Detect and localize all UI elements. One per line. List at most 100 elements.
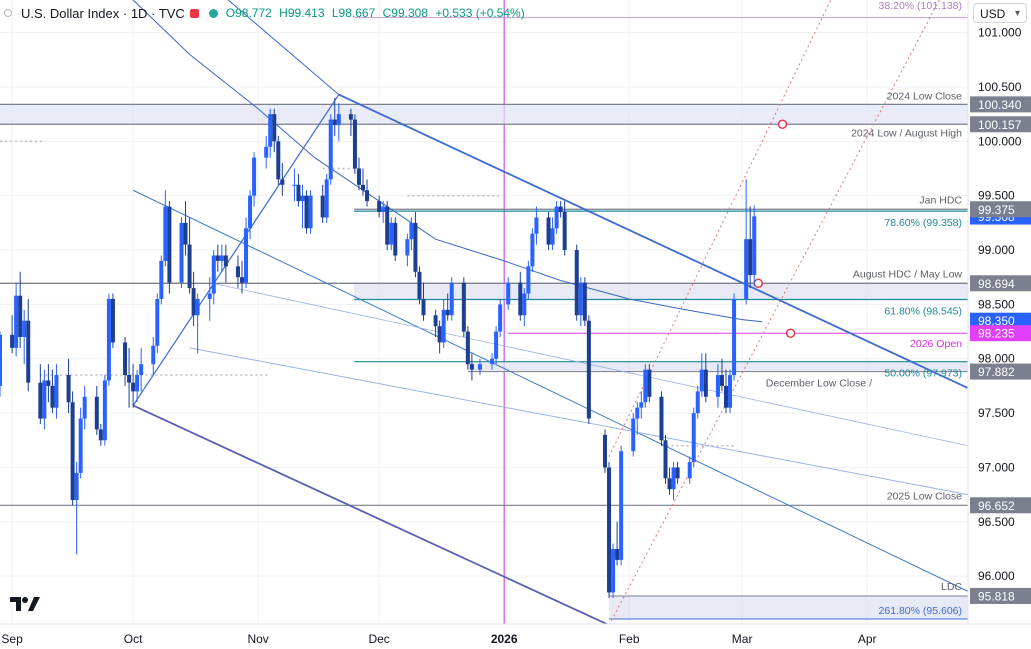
candle-body: [187, 244, 192, 289]
candle-body: [123, 342, 128, 376]
candle-body: [635, 407, 640, 419]
low-value: L98.667: [331, 6, 376, 20]
candle-body: [159, 260, 164, 299]
candle-body: [98, 429, 103, 441]
candle-body: [106, 298, 111, 381]
axis-badge-2025-low-close-bg: [970, 497, 1031, 514]
label-2024-low-august-high: 2024 Low / August High: [851, 127, 962, 139]
axis-badge-2024-low-close: 100.340: [978, 98, 1022, 112]
candle-body: [578, 282, 583, 316]
x-tick-label: Apr: [858, 632, 877, 646]
tradingview-logo-icon[interactable]: [8, 594, 42, 614]
candle-body: [139, 364, 144, 376]
candle-body: [276, 141, 281, 180]
candle-body: [179, 222, 184, 283]
axis-badge-august-hdc-bg: [970, 275, 1031, 292]
candle-body: [752, 216, 757, 276]
candle-body: [268, 114, 273, 147]
pitchfork-median: [132, 189, 969, 592]
currency-button[interactable]: USD ▾: [973, 3, 1027, 23]
candle-body: [445, 309, 450, 316]
price-marker-circle: [753, 278, 764, 289]
candle-body: [619, 451, 624, 560]
candle-body: [550, 228, 555, 245]
axis-badge-ldc: 95.818: [978, 589, 1015, 603]
candle-body: [703, 369, 708, 397]
candle-body: [465, 331, 470, 365]
candle-body: [66, 375, 71, 403]
candle-body: [22, 320, 27, 338]
label-2024-low-close: 2024 Low Close: [887, 90, 962, 102]
chevron-down-icon: ▾: [1014, 8, 1020, 19]
candle-body: [191, 288, 196, 316]
candle-body: [461, 282, 466, 332]
y-tick-label: 97.000: [978, 460, 1015, 474]
candle-body: [586, 320, 591, 419]
y-tick-label: 101.000: [978, 26, 1022, 40]
candle-body: [554, 206, 559, 229]
axis-badge-2024-low-bg: [970, 116, 1031, 133]
slope-line-1: [608, 0, 940, 626]
candle-body: [50, 385, 55, 408]
candle-body: [687, 462, 692, 479]
candle-body: [195, 298, 200, 316]
candle-body: [324, 179, 329, 218]
candle-body: [724, 385, 728, 408]
candle-body: [522, 293, 527, 316]
candle-body: [348, 114, 353, 120]
candle-body: [74, 472, 79, 501]
axis-badge-ldc-bg: [970, 587, 1031, 604]
candle-body: [699, 369, 704, 392]
candle-body: [675, 467, 680, 479]
label-jan-hdc: Jan HDC: [919, 194, 962, 206]
x-tick-label: Nov: [247, 632, 268, 646]
label-fib-38: 38.20% (101.138): [879, 0, 962, 12]
candle-body: [498, 304, 503, 332]
channel-lower: [132, 404, 610, 626]
candle-body: [639, 402, 644, 408]
candle-body: [280, 179, 285, 185]
candle-body: [631, 418, 636, 452]
candle-body: [506, 282, 511, 305]
axis-badge-december-low-bg: [970, 363, 1031, 380]
slope-line-2: [608, 0, 832, 457]
candle-body: [252, 157, 257, 196]
chart-header: U.S. Dollar Index · 1D · TVC O98.772 H99…: [0, 0, 529, 26]
candle-body: [417, 271, 422, 299]
candle-body: [296, 184, 301, 202]
candle-body: [127, 375, 132, 383]
candle-body: [748, 239, 753, 276]
candle-body: [365, 190, 370, 202]
candle-body: [54, 375, 59, 408]
open-value: O98.772: [225, 6, 272, 20]
candle-body: [219, 255, 224, 261]
candle-body: [611, 548, 616, 593]
y-tick-label: 100.000: [978, 134, 1022, 148]
y-tick-label: 99.500: [978, 189, 1015, 203]
candle-body: [300, 195, 305, 202]
candle-body: [385, 206, 390, 245]
close-value: C99.308: [382, 6, 428, 20]
x-tick-label: Feb: [619, 632, 640, 646]
candle-body: [211, 255, 216, 294]
collapse-icon[interactable]: [4, 9, 12, 17]
candle-body: [26, 320, 31, 383]
candle-body: [78, 418, 83, 473]
candle-body: [163, 206, 168, 261]
x-tick-label: Sep: [1, 632, 23, 646]
candle-body: [433, 315, 438, 327]
candle-body: [691, 413, 696, 463]
candle-body: [393, 222, 398, 256]
axis-badge-december-low: 97.882: [978, 365, 1015, 379]
symbol-title[interactable]: U.S. Dollar Index · 1D · TVC: [21, 5, 185, 21]
candle-body: [744, 239, 749, 299]
candle-body: [546, 217, 551, 245]
candle-body: [38, 382, 43, 419]
candle-body: [207, 293, 212, 299]
y-tick-label: 96.000: [978, 569, 1015, 583]
candle-body: [728, 375, 733, 408]
candle-body: [240, 277, 244, 283]
candle-body: [441, 309, 446, 343]
candle-body: [102, 380, 107, 441]
